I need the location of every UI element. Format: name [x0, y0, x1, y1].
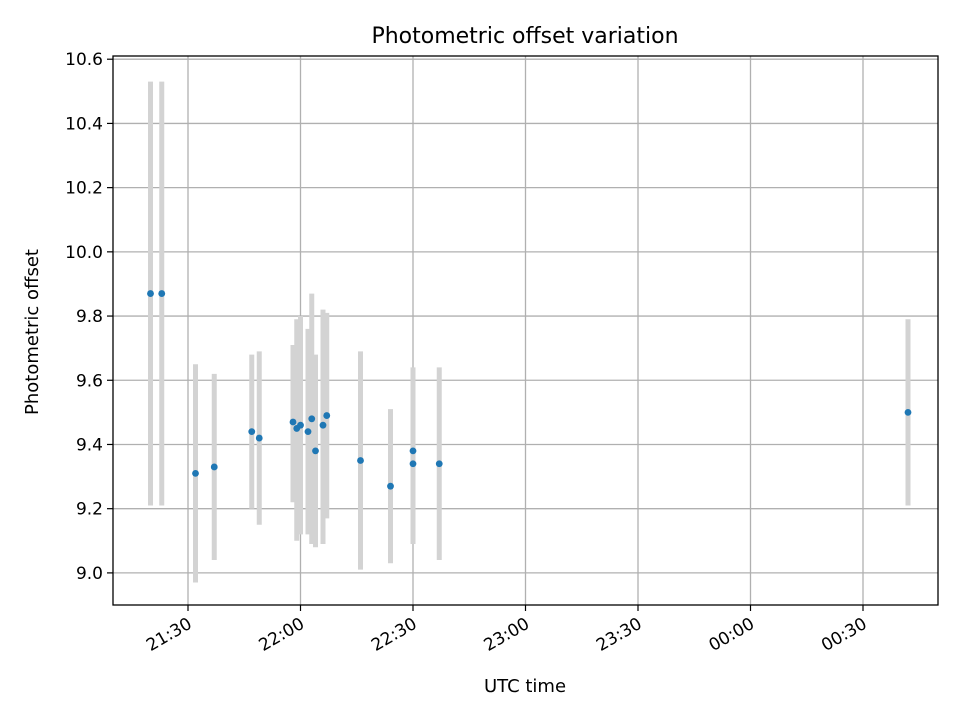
data-point	[192, 469, 199, 477]
y-tick-label: 9.2	[76, 500, 103, 520]
y-tick-label: 10.2	[65, 179, 103, 199]
data-point	[255, 434, 263, 442]
y-tick-label: 9.8	[76, 307, 103, 327]
data-point	[308, 415, 316, 423]
data-point	[319, 421, 327, 429]
y-tick-label: 10.0	[65, 243, 103, 263]
data-point	[147, 290, 154, 297]
data-point	[289, 418, 297, 426]
y-tick-label: 9.4	[76, 435, 103, 455]
data-point	[357, 457, 364, 464]
y-axis-ticks: 9.0 9.2 9.4 9.6 9.8 10.0 10.2 10.4 10.6	[65, 50, 113, 584]
y-tick-label: 9.6	[76, 371, 103, 391]
data-points	[147, 290, 912, 490]
data-point	[323, 412, 331, 419]
y-tick-label: 10.4	[65, 114, 103, 134]
data-point	[304, 428, 312, 436]
data-point	[248, 428, 256, 436]
data-point	[904, 408, 912, 416]
data-point	[435, 460, 443, 468]
data-point	[409, 460, 417, 468]
y-axis-label: Photometric offset	[22, 249, 43, 415]
data-point	[297, 421, 304, 429]
data-point	[409, 447, 417, 455]
y-tick-label: 10.6	[65, 50, 103, 70]
x-axis-label: UTC time	[484, 676, 566, 697]
data-point	[158, 290, 166, 297]
y-tick-label: 9.0	[76, 564, 103, 584]
data-point	[387, 482, 394, 490]
data-point	[312, 447, 319, 455]
data-point	[210, 463, 218, 471]
chart-title: Photometric offset variation	[371, 24, 678, 49]
